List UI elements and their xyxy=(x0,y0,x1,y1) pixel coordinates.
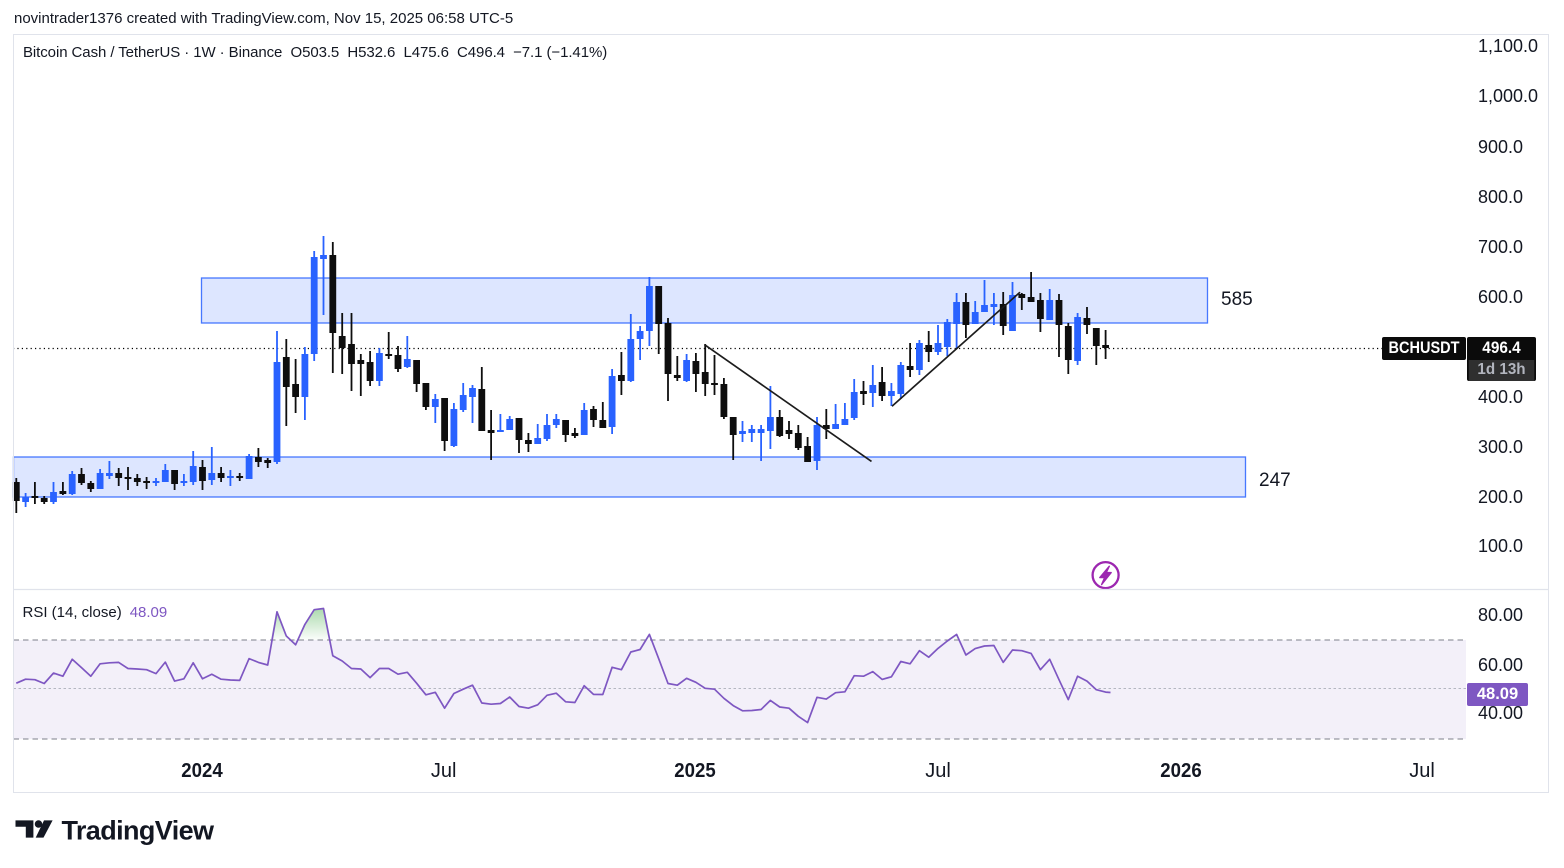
svg-text:TradingView: TradingView xyxy=(62,817,216,845)
